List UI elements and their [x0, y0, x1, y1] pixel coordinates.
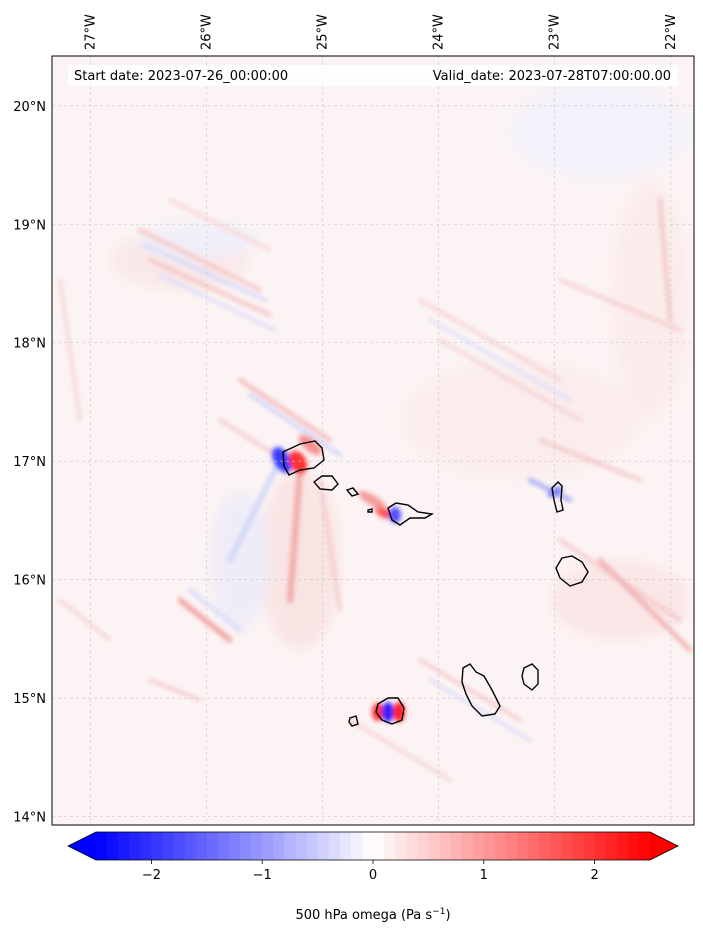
lon-tick-label: 25°W [315, 14, 330, 50]
colorbar-cell [561, 832, 573, 860]
colorbar-cell [118, 832, 130, 860]
island-coastline [375, 697, 405, 725]
colorbar-tick-label: −2 [142, 868, 161, 883]
colorbar-cell [494, 832, 507, 860]
colorbar-tick-label: 0 [369, 868, 377, 883]
colorbar-cell [228, 832, 241, 860]
colorbar-cell [627, 832, 640, 860]
latitude-tick-labels: 20°N 19°N 18°N 17°N 16°N 15°N 14°N [13, 100, 46, 826]
colorbar-cell [583, 832, 596, 860]
colorbar-cell [550, 832, 562, 860]
lon-tick-label: 26°W [199, 14, 214, 50]
colorbar-cell [350, 832, 363, 860]
valid-date-label: Valid_date: 2023-07-28T07:00:00.00 [433, 69, 671, 84]
colorbar-cell [539, 832, 551, 860]
colorbar-cell [483, 832, 496, 860]
colorbar-cell [151, 832, 163, 860]
coastlines [282, 440, 589, 727]
colorbar-extend-high [650, 832, 678, 860]
colorbar-cell [450, 832, 463, 860]
colorbar-cell [262, 832, 274, 860]
colorbar-cell [240, 832, 252, 860]
colorbar-cell [96, 832, 108, 860]
colorbar-cell [328, 832, 341, 860]
colorbar-cell [251, 832, 263, 860]
colorbar-cell [339, 832, 352, 860]
island-coastline [555, 555, 589, 587]
colorbar-cell [317, 832, 330, 860]
gridlines [52, 56, 694, 825]
colorbar-cell [594, 832, 607, 860]
lat-tick-label: 18°N [13, 337, 46, 352]
colorbar-cell [384, 832, 396, 860]
colorbar-cell [461, 832, 474, 860]
colorbar-label: 500 hPa omega (Pa s−1) [295, 907, 450, 923]
lat-tick-label: 14°N [13, 811, 46, 826]
colorbar-tick-label: −1 [253, 868, 272, 883]
island-coastline [551, 481, 564, 513]
colorbar-cell [195, 832, 208, 860]
colorbar-cell [361, 832, 374, 860]
colorbar-cell [605, 832, 618, 860]
header-box [68, 65, 678, 86]
omega-field [52, 56, 694, 825]
colorbar-cell [395, 832, 407, 860]
island-coastline [367, 508, 373, 513]
map-frame [51, 55, 695, 826]
colorbar-cell [206, 832, 219, 860]
colorbar-outline [67, 831, 679, 861]
lon-tick-label: 27°W [83, 14, 98, 50]
island-coastline [461, 663, 501, 717]
lat-tick-label: 17°N [13, 455, 46, 470]
colorbar-cell [217, 832, 230, 860]
island-coastline [521, 663, 539, 691]
island-coastline [348, 715, 359, 727]
colorbar-cell [472, 832, 485, 860]
colorbar-cell [373, 832, 385, 860]
lon-tick-label: 23°W [548, 14, 563, 50]
lon-tick-label: 24°W [432, 14, 447, 50]
lat-tick-label: 20°N [13, 100, 46, 115]
colorbar-cell [505, 832, 518, 860]
colorbar-cell [417, 832, 429, 860]
colorbar-extend-low [68, 832, 96, 860]
colorbar-cell [406, 832, 418, 860]
colorbar-cell [439, 832, 452, 860]
colorbar: −2 −1 0 1 2 [67, 831, 679, 883]
colorbar-cell [107, 832, 119, 860]
colorbar-cell [572, 832, 585, 860]
island-coastline [345, 487, 360, 497]
colorbar-cell [306, 832, 319, 860]
colorbar-cell [162, 832, 175, 860]
colorbar-cell [295, 832, 308, 860]
island-coastline [312, 475, 339, 491]
colorbar-cell [273, 832, 285, 860]
colorbar-cell [140, 832, 152, 860]
colorbar-cell [284, 832, 296, 860]
colorbar-cell [517, 832, 529, 860]
start-date-label: Start date: 2023-07-26_00:00:00 [74, 69, 288, 84]
colorbar-cell [173, 832, 186, 860]
lon-tick-label: 22°W [664, 14, 679, 50]
island-coastline [282, 440, 325, 476]
lat-tick-label: 16°N [13, 574, 46, 589]
lat-tick-label: 15°N [13, 692, 46, 707]
colorbar-cell [528, 832, 540, 860]
lat-tick-label: 19°N [13, 218, 46, 233]
colorbar-cell [616, 832, 629, 860]
colorbar-tick-label: 2 [590, 868, 598, 883]
colorbar-tick-label: 1 [480, 868, 488, 883]
colorbar-cell [638, 832, 651, 860]
colorbar-cell [129, 832, 141, 860]
longitude-tick-labels: 27°W 26°W 25°W 24°W 23°W 22°W [83, 14, 678, 50]
colorbar-cell [184, 832, 197, 860]
colorbar-cell [428, 832, 440, 860]
island-coastline [387, 502, 435, 526]
